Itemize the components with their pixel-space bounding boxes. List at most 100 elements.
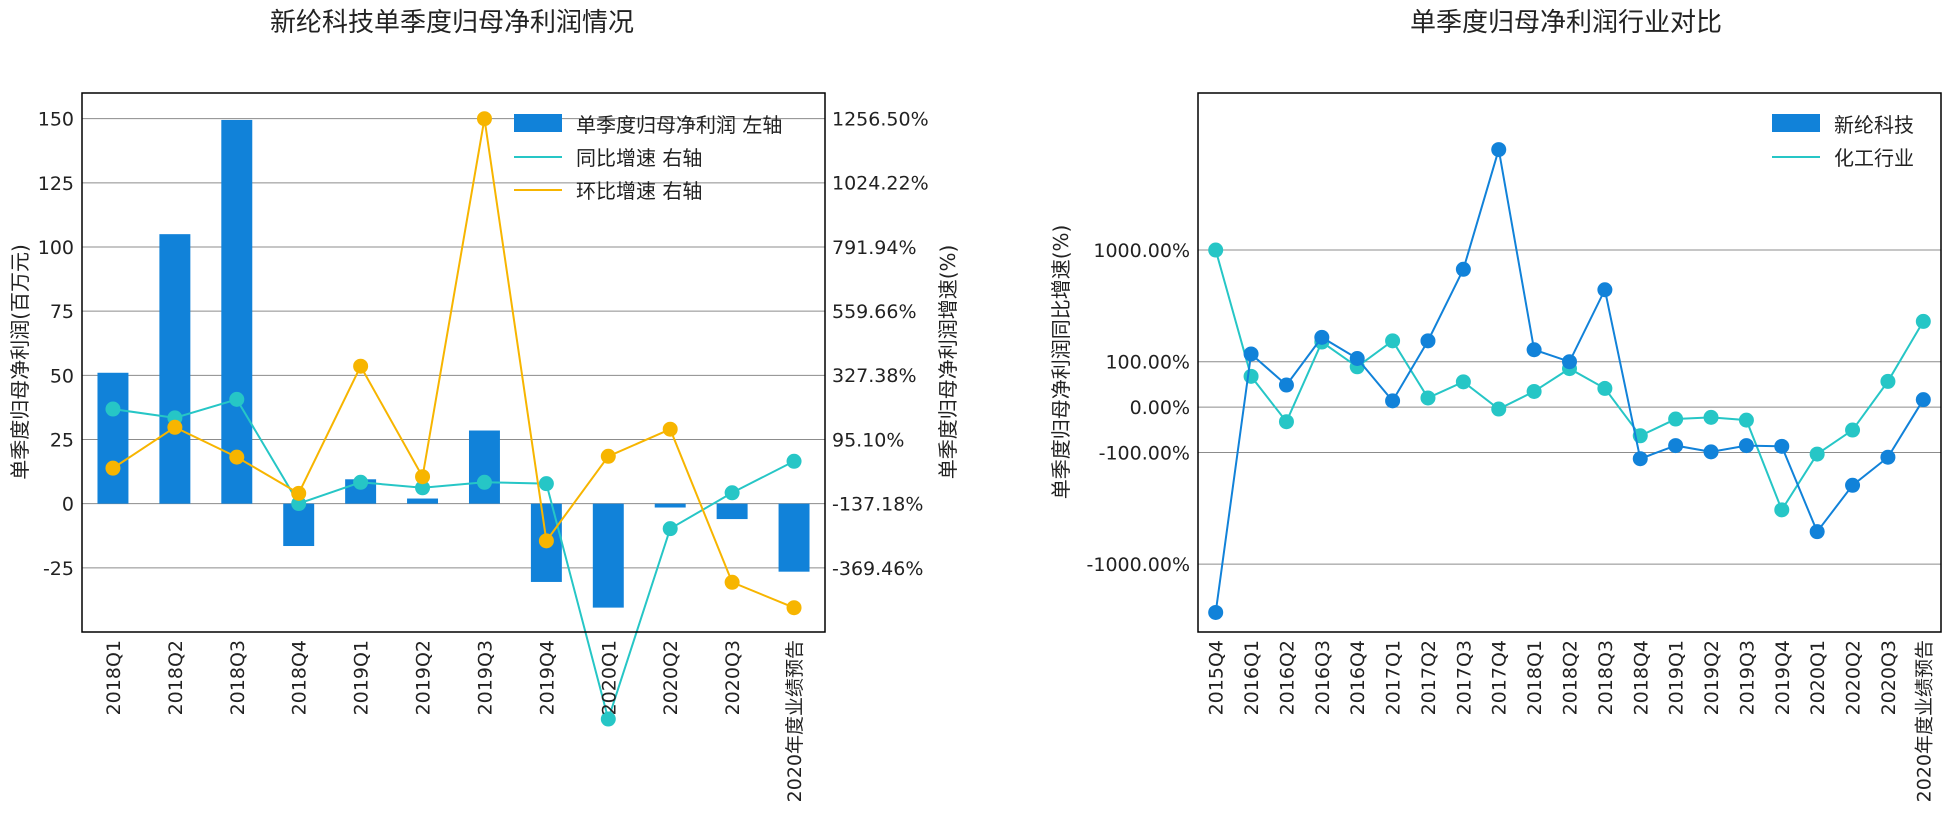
company-point: [1668, 438, 1684, 454]
left-x-tick-label: 2018Q2: [165, 640, 187, 715]
company-point: [1597, 282, 1613, 298]
industry-point: [1703, 409, 1719, 425]
right-x-tick-label: 2020年度业绩预告: [1913, 640, 1935, 802]
right-chart-title: 单季度归母净利润行业对比: [1410, 8, 1722, 38]
right-y-ticks: -1000.00% -100.00% 0.00% 100.00% 1000.00%: [1087, 240, 1190, 576]
company-line: [1214, 149, 1925, 613]
right-x-tick-label: 2019Q4: [1772, 640, 1794, 715]
yoy-line: [112, 398, 795, 723]
left-legend: 单季度归母净利润 左轴 同比增速 右轴 环比增速 右轴: [514, 113, 782, 203]
left-grid: [82, 118, 825, 569]
left-y-tick-label: 75: [50, 301, 74, 323]
industry-point: [1668, 411, 1684, 427]
left-y2-tick-label: 1256.50%: [832, 109, 929, 131]
left-y-axis-label: 单季度归母净利润(百万元): [8, 244, 32, 480]
left-x-ticks: 2018Q1 2018Q2 2018Q3 2018Q4 2019Q1 2019Q2 2019…: [103, 640, 806, 802]
left-x-tick-label: 2019Q1: [351, 640, 373, 715]
legend-label-yoy: 同比增速 右轴: [576, 146, 702, 170]
qoq-point: [353, 358, 369, 374]
left-y-tick-label: 50: [50, 365, 74, 387]
right-y-tick-label: 0.00%: [1130, 397, 1190, 419]
company-point: [1632, 451, 1648, 467]
left-y2-tick-label: -137.18%: [832, 494, 923, 516]
company-point: [1845, 477, 1861, 493]
yoy-point: [786, 453, 802, 469]
company-point: [1774, 438, 1790, 454]
left-y2-tick-label: 95.10%: [832, 429, 904, 451]
industry-point: [1774, 502, 1790, 518]
yoy-point: [415, 480, 431, 496]
right-y-tick-label: 1000.00%: [1093, 240, 1190, 262]
company-point: [1915, 392, 1931, 408]
left-x-tick-label: 2019Q3: [474, 640, 496, 715]
qoq-point: [105, 460, 121, 476]
left-x-tick-label: 2020Q3: [722, 640, 744, 715]
company-point: [1208, 604, 1224, 620]
qoq-point: [291, 485, 307, 501]
industry-point: [1915, 313, 1931, 329]
right-x-tick-label: 2015Q4: [1206, 640, 1228, 715]
industry-point: [1526, 383, 1542, 399]
yoy-point: [600, 711, 616, 727]
qoq-line: [112, 118, 795, 609]
left-y2-tick-label: -369.46%: [832, 558, 923, 580]
profit-bar: [716, 503, 748, 520]
right-x-tick-label: 2017Q2: [1418, 640, 1440, 715]
company-point: [1385, 393, 1401, 409]
yoy-point: [476, 474, 492, 490]
company-point: [1526, 342, 1542, 358]
company-point: [1562, 354, 1577, 370]
left-y-tick-label: 100: [38, 237, 74, 259]
left-x-tick-label: 2020Q1: [598, 640, 620, 715]
left-y-ticks: -25 0 25 50 75 100 125 150: [38, 109, 74, 580]
yoy-point: [229, 391, 245, 407]
company-point: [1703, 444, 1719, 460]
industry-point: [1455, 374, 1471, 390]
company-point: [1738, 438, 1754, 454]
right-x-tick-label: 2019Q3: [1736, 640, 1758, 715]
right-x-tick-label: 2018Q2: [1560, 640, 1582, 715]
right-x-ticks: 2015Q4 2016Q1 2016Q2 2016Q3 2016Q4 2017Q1 2017…: [1206, 640, 1936, 802]
profit-bar: [778, 503, 810, 572]
legend-label-company: 新纶科技: [1834, 113, 1914, 137]
company-point: [1349, 351, 1365, 367]
company-point: [1420, 333, 1436, 349]
left-y2-axis-label: 单季度归母净利润增速(%): [936, 245, 960, 480]
right-lines: [1208, 142, 1931, 620]
company-point: [1314, 329, 1330, 345]
left-y-tick-label: -25: [43, 558, 74, 580]
right-x-tick-label: 2019Q1: [1666, 640, 1688, 715]
company-point: [1880, 449, 1896, 465]
left-y2-ticks: -369.46% -137.18% 95.10% 327.38% 559.66% 791.…: [832, 109, 929, 580]
left-y-tick-label: 0: [62, 494, 74, 516]
industry-point: [1420, 390, 1436, 406]
right-x-tick-label: 2016Q1: [1241, 640, 1263, 715]
left-x-tick-label: 2018Q4: [289, 640, 311, 715]
yoy-point: [662, 521, 678, 537]
left-y2-tick-label: 1024.22%: [832, 173, 929, 195]
yoy-point: [105, 401, 121, 417]
profit-bar: [407, 498, 439, 504]
yoy-point: [353, 474, 369, 490]
left-y-tick-label: 25: [50, 430, 74, 452]
company-point: [1809, 524, 1825, 540]
left-x-tick-label: 2018Q3: [227, 640, 249, 715]
right-y-tick-label: -100.00%: [1099, 442, 1190, 464]
profit-bar: [97, 372, 129, 504]
profit-bar: [159, 234, 191, 504]
industry-line: [1214, 249, 1925, 513]
qoq-point: [167, 419, 183, 435]
left-x-tick-label: 2018Q1: [103, 640, 125, 715]
right-x-tick-label: 2018Q3: [1595, 640, 1617, 715]
qoq-point: [538, 533, 554, 549]
legend-swatch-profit: [514, 114, 562, 132]
right-x-tick-label: 2018Q4: [1630, 640, 1652, 715]
qoq-point: [229, 449, 245, 465]
right-x-tick-label: 2019Q2: [1701, 640, 1723, 715]
right-legend: 新纶科技 化工行业: [1772, 113, 1914, 170]
left-bars: [97, 119, 810, 608]
industry-point: [1491, 401, 1507, 417]
company-point: [1491, 142, 1507, 158]
right-x-tick-label: 2020Q2: [1843, 640, 1865, 715]
